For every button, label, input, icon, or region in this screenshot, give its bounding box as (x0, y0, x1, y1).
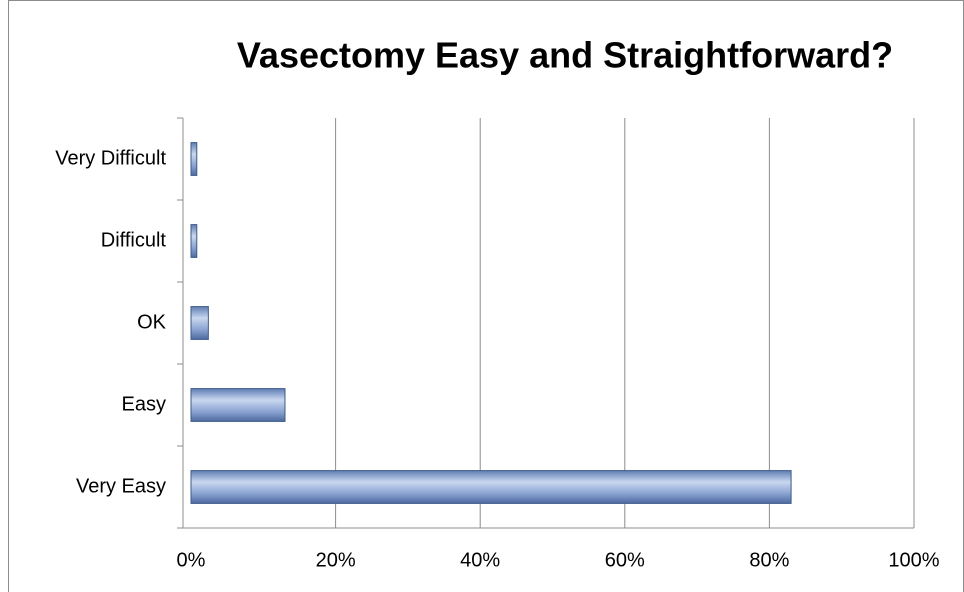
y-tick-label: Very Easy (76, 475, 166, 497)
bar (190, 470, 792, 504)
x-tick-label: 80% (749, 549, 789, 571)
y-tick-label: OK (137, 311, 167, 333)
x-tick-label: 60% (605, 549, 645, 571)
y-tick-label: Very Difficult (55, 147, 166, 169)
bar (190, 388, 286, 422)
bar (190, 142, 198, 176)
y-tick-label: Difficult (101, 229, 167, 251)
x-tick-label: 0% (177, 549, 206, 571)
x-tick-label: 40% (460, 549, 500, 571)
x-tick-label: 20% (316, 549, 356, 571)
x-tick-label: 100% (888, 549, 939, 571)
bar (190, 306, 209, 340)
y-tick-label: Easy (122, 393, 166, 415)
bar (190, 224, 198, 258)
chart-title: Vasectomy Easy and Straightforward? (237, 35, 893, 76)
